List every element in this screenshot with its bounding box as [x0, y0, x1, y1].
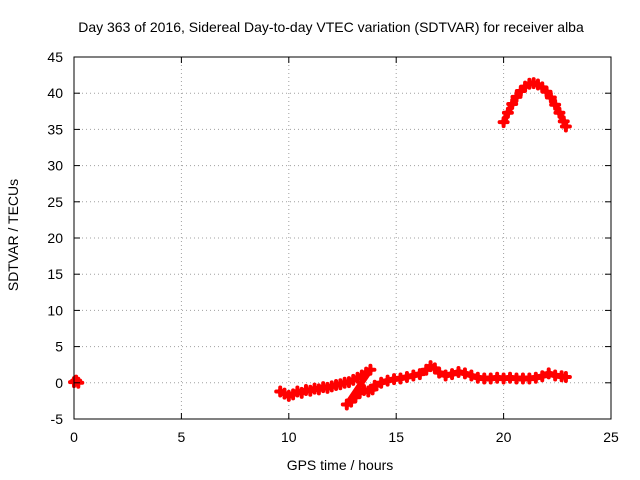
chart-title: Day 363 of 2016, Sidereal Day-to-day VTE…	[78, 19, 584, 35]
y-tick-label: 15	[47, 266, 63, 282]
y-tick-label: 10	[47, 302, 63, 318]
y-axis-label: SDTVAR / TECUs	[5, 179, 21, 291]
axis-ticks: 0 5 10 15 20 25 -5 0 5 10 15 20 25 30 35 40 45	[47, 49, 619, 445]
y-tick-label: 40	[47, 85, 63, 101]
x-tick-label: 25	[603, 429, 619, 445]
series	[274, 363, 379, 411]
y-tick-label: 0	[55, 375, 63, 391]
series	[368, 360, 572, 392]
x-tick-label: 0	[70, 429, 78, 445]
y-tick-label: 5	[55, 339, 63, 355]
y-tick-label: 45	[47, 49, 63, 65]
x-tick-label: 5	[178, 429, 186, 445]
series	[497, 77, 572, 133]
x-tick-label: 20	[496, 429, 512, 445]
x-tick-label: 15	[388, 429, 404, 445]
x-axis-label: GPS time / hours	[287, 457, 394, 473]
y-tick-label: 35	[47, 121, 63, 137]
data-trace	[277, 366, 376, 408]
y-tick-label: 30	[47, 158, 63, 174]
y-tick-label: 20	[47, 230, 63, 246]
x-tick-label: 10	[281, 429, 297, 445]
y-tick-label: -5	[51, 411, 64, 427]
data-trace	[500, 80, 569, 130]
data-trace	[371, 363, 569, 389]
y-tick-label: 25	[47, 194, 63, 210]
data-points	[68, 77, 572, 411]
